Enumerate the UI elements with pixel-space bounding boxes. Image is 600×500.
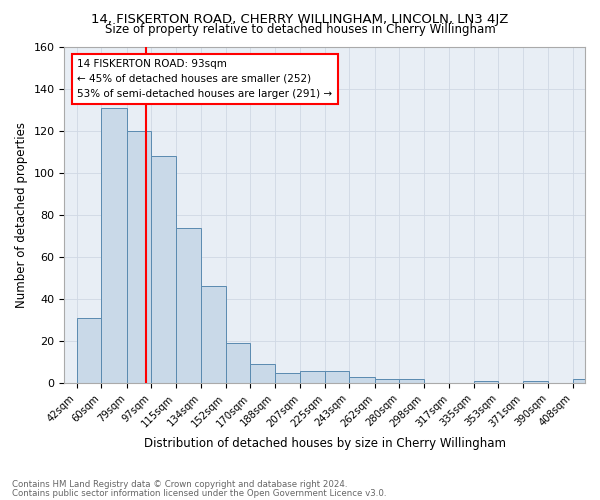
Text: Contains public sector information licensed under the Open Government Licence v3: Contains public sector information licen… [12,488,386,498]
Bar [474,381,498,384]
Y-axis label: Number of detached properties: Number of detached properties [15,122,28,308]
X-axis label: Distribution of detached houses by size in Cherry Willingham: Distribution of detached houses by size … [144,437,506,450]
Bar [523,381,548,384]
Bar [573,379,597,384]
Bar [325,370,349,384]
Bar [375,379,399,384]
Bar [202,286,226,384]
Bar [226,344,250,384]
Text: Contains HM Land Registry data © Crown copyright and database right 2024.: Contains HM Land Registry data © Crown c… [12,480,347,489]
Text: Size of property relative to detached houses in Cherry Willingham: Size of property relative to detached ho… [104,22,496,36]
Text: 14, FISKERTON ROAD, CHERRY WILLINGHAM, LINCOLN, LN3 4JZ: 14, FISKERTON ROAD, CHERRY WILLINGHAM, L… [91,12,509,26]
Bar [275,373,300,384]
Bar [127,130,151,384]
Bar [300,370,325,384]
Text: 14 FISKERTON ROAD: 93sqm
← 45% of detached houses are smaller (252)
53% of semi-: 14 FISKERTON ROAD: 93sqm ← 45% of detach… [77,59,332,98]
Bar [101,108,127,384]
Bar [77,318,101,384]
Bar [176,228,202,384]
Bar [151,156,176,384]
Bar [250,364,275,384]
Bar [349,377,375,384]
Bar [399,379,424,384]
